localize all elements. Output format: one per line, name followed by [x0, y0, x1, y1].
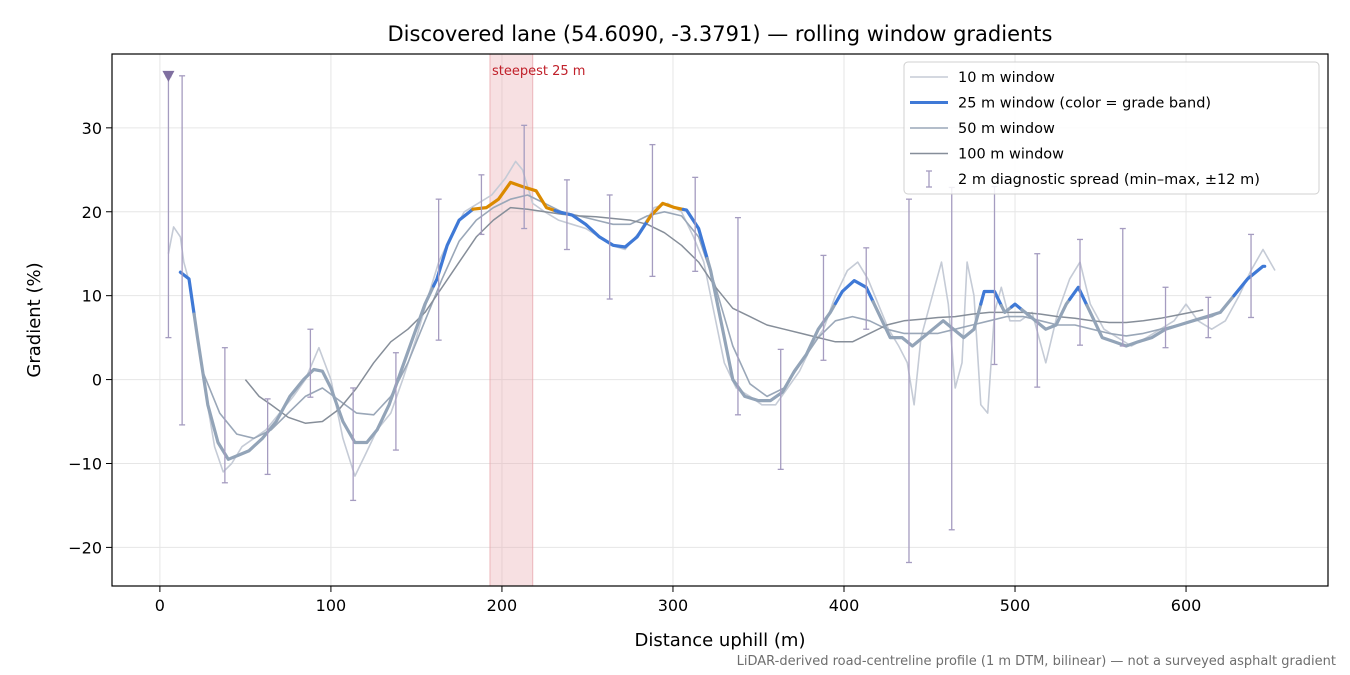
steepest-band — [489, 53, 534, 587]
series-line-w25-high — [471, 180, 557, 213]
series-line-w25-low — [681, 207, 709, 261]
y-tick-label: −20 — [68, 538, 102, 557]
series-line-w25-low — [979, 289, 1003, 308]
series-line-w25-low — [1010, 302, 1024, 312]
steepest-band-highlight — [489, 53, 534, 587]
x-axis-label: Distance uphill (m) — [635, 630, 806, 651]
start-marker-layer — [162, 70, 175, 82]
legend-entry: 2 m diagnostic spread (min–max, ±12 m) — [926, 170, 1260, 188]
series-line-w25-low — [178, 270, 196, 316]
x-tick-label: 600 — [1171, 596, 1202, 615]
highlight-label: steepest 25 m — [492, 64, 585, 79]
legend-label: 10 m window — [958, 70, 1055, 86]
errorbar — [606, 194, 613, 300]
errorbar — [392, 352, 399, 451]
errorbar — [179, 75, 186, 426]
series-line-w25-mid — [999, 303, 1014, 314]
errorbar — [777, 348, 784, 471]
legend-entry: 25 m window (color = grade band) — [910, 96, 1211, 112]
errorbar — [1205, 296, 1212, 339]
y-tick-label: 20 — [82, 203, 102, 222]
plot-frame — [111, 53, 1329, 587]
legend-entry: 10 m window — [910, 70, 1055, 86]
errorbar — [563, 179, 570, 251]
y-tick-label: 0 — [92, 371, 102, 390]
errorbar — [692, 176, 699, 272]
legend-box — [903, 61, 1320, 195]
grid-lines — [112, 54, 1328, 586]
legend-label: 2 m diagnostic spread (min–max, ±12 m) — [958, 172, 1260, 188]
legend-entry: 100 m window — [910, 147, 1064, 163]
series-line-w25-mid — [871, 300, 983, 348]
series-line-w25-high — [645, 201, 685, 223]
errorbar — [863, 247, 870, 330]
legend-label: 25 m window (color = grade band) — [958, 96, 1211, 112]
errorbar — [1248, 233, 1255, 319]
series-line-w25-low — [1232, 264, 1267, 298]
start-marker — [162, 70, 175, 82]
x-tick-label: 500 — [1000, 596, 1031, 615]
series-line-w25-mid — [1085, 294, 1236, 348]
chart-title: Discovered lane (54.6090, -3.3791) — rol… — [388, 22, 1053, 46]
x-tick-label: 400 — [829, 596, 860, 615]
errorbar — [221, 347, 228, 484]
series-line-w25-low — [431, 207, 475, 288]
x-tick-label: 200 — [487, 596, 518, 615]
x-tick-label: 100 — [316, 596, 347, 615]
errorbar — [478, 174, 485, 236]
y-axis-label: Gradient (%) — [24, 262, 45, 377]
y-axis-ticks: −20 −10 0 10 20 30 — [68, 119, 112, 557]
errorbar — [1077, 238, 1084, 346]
x-tick-label: 0 — [155, 596, 165, 615]
errorbar — [905, 198, 912, 564]
x-tick-label: 300 — [658, 596, 689, 615]
series-line-w25-mid — [705, 256, 837, 403]
x-axis-ticks: 0 100 200 300 400 500 600 — [155, 586, 1202, 615]
series-line-w100 — [244, 206, 1204, 424]
y-tick-label: −10 — [68, 454, 102, 473]
errorbar — [521, 124, 528, 230]
series-line-w25-low — [833, 279, 875, 306]
legend-entry: 50 m window — [910, 121, 1055, 137]
series-line-w25-low — [553, 209, 649, 249]
legend-label: 50 m window — [958, 121, 1055, 137]
errorbar — [1034, 253, 1041, 388]
errorbar — [1119, 227, 1126, 347]
errorbar — [307, 328, 314, 398]
errorbar — [1162, 286, 1169, 349]
y-tick-label: 30 — [82, 119, 102, 138]
y-tick-label: 10 — [82, 287, 102, 306]
errorbar — [264, 398, 271, 476]
errorbar — [350, 387, 357, 502]
series-line-w25-low — [1068, 285, 1089, 307]
errorbar — [734, 216, 741, 416]
legend: 10 m window 25 m window (color = grade ba… — [903, 61, 1320, 195]
footnote: LiDAR-derived road-centreline profile (1… — [737, 654, 1336, 669]
legend-label: 100 m window — [958, 147, 1064, 163]
errorbar — [820, 254, 827, 361]
errorbar — [435, 198, 442, 341]
errorbar-layer — [165, 75, 1255, 564]
errorbar — [649, 143, 656, 278]
series-line-w25-mid — [1020, 297, 1072, 331]
